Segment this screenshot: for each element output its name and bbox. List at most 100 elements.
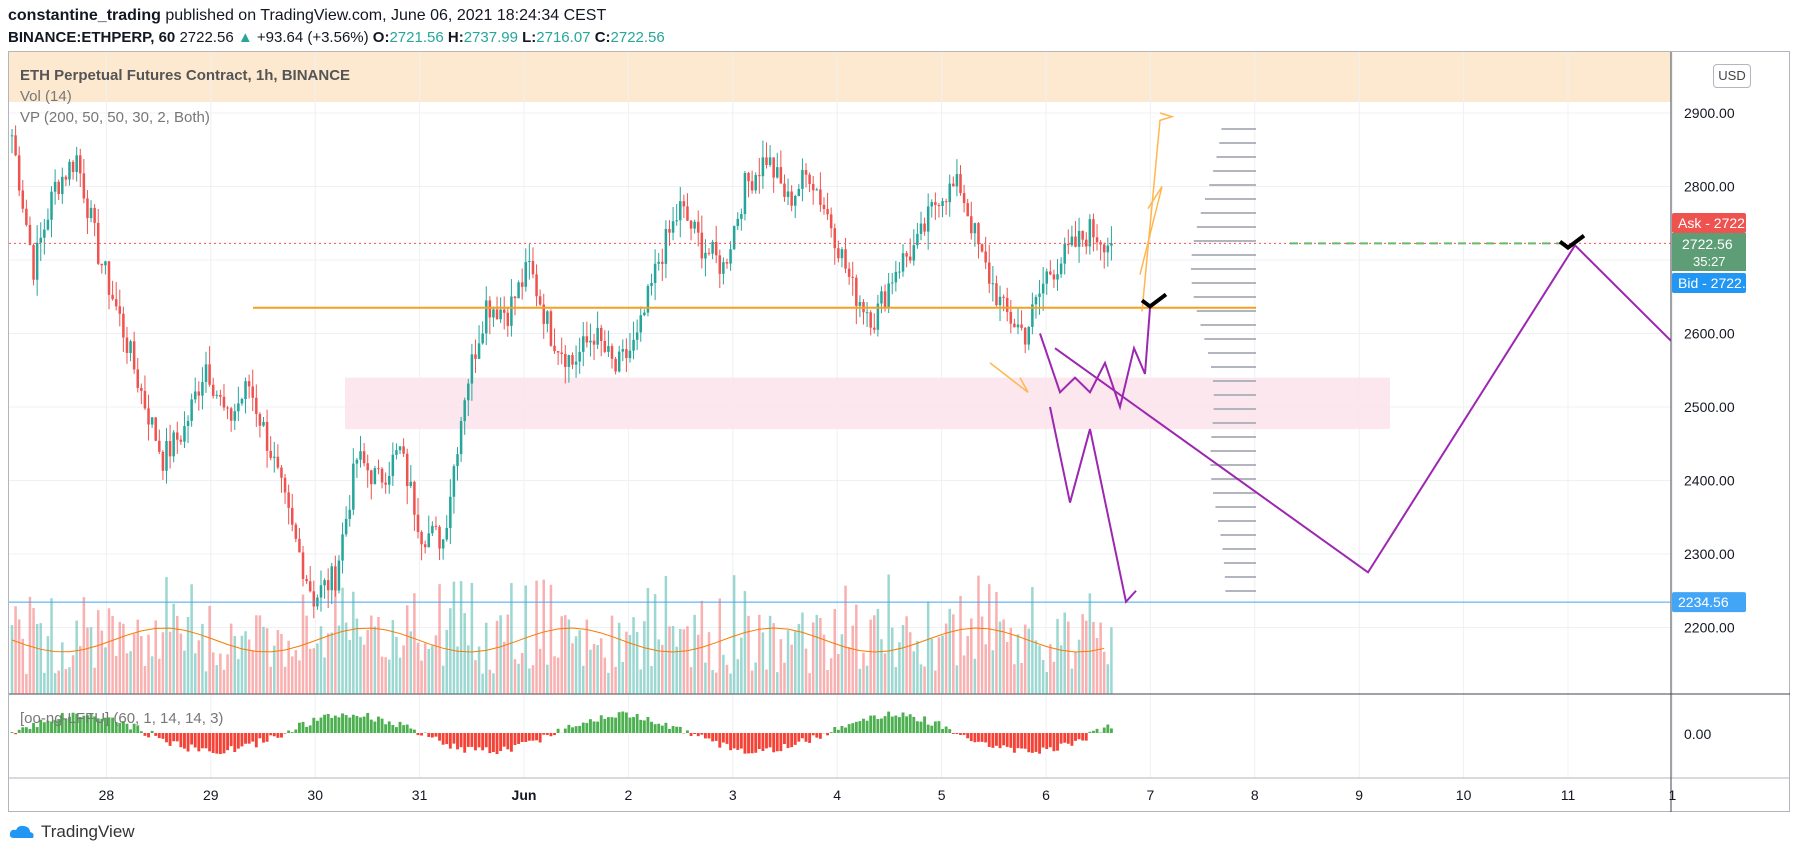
oscillator-bar [1027, 733, 1031, 753]
volume-bar [28, 596, 32, 694]
oscillator-bar [517, 733, 521, 744]
volume-bar [811, 622, 815, 694]
oscillator-bar [660, 725, 664, 733]
bearish-path[interactable] [1049, 406, 1137, 604]
volume-profile-bar [1225, 590, 1256, 592]
candle-body [840, 249, 844, 259]
time-tick-label: 8 [1251, 787, 1259, 803]
volume-bar [1110, 627, 1113, 694]
oscillator-bar [545, 733, 549, 735]
candle-body [470, 354, 474, 384]
projection-arrow-down[interactable] [989, 362, 1029, 393]
volume-bar [689, 667, 693, 694]
volume-bar [1020, 662, 1023, 694]
candle-body [244, 381, 247, 399]
oscillator-bar [247, 733, 251, 744]
oscillator-bar [294, 729, 298, 733]
volume-bar [136, 619, 140, 694]
price-tick-label: 2600.00 [1684, 326, 1735, 342]
projection-arrow-up[interactable] [1139, 186, 1163, 275]
volume-bar [35, 623, 39, 694]
oscillator-bar [754, 733, 758, 753]
candle-body [341, 534, 344, 561]
volume-bar [387, 659, 391, 694]
oscillator-bar [933, 721, 937, 733]
candle-body [258, 413, 262, 426]
volume-bar [161, 632, 165, 694]
volume-bar [1027, 628, 1031, 694]
candle-body [147, 408, 150, 425]
volume-bar [294, 650, 298, 694]
oscillator-bar [484, 733, 488, 748]
candle-body [528, 260, 531, 263]
candle-body [592, 340, 596, 345]
volume-bar [323, 657, 326, 694]
candle-body [1106, 245, 1110, 253]
volume-bar [919, 664, 923, 694]
oscillator-bar [840, 725, 844, 733]
candle-body [215, 394, 219, 396]
volume-bar [603, 657, 607, 694]
oscillator-bar [869, 715, 873, 733]
oscillator-bar [445, 733, 449, 745]
oscillator-bar [930, 725, 934, 733]
volume-bar [819, 617, 822, 694]
candle-body [596, 327, 599, 345]
oscillator-bar [951, 733, 955, 734]
consolidation-path[interactable] [1039, 307, 1151, 411]
oscillator-bar [24, 727, 28, 733]
candle-body [75, 155, 78, 173]
candle-body [334, 566, 337, 591]
oscillator-bar [1034, 733, 1038, 752]
candle-body [323, 580, 326, 586]
candle-body [582, 336, 585, 352]
volume-profile-bar [1213, 170, 1256, 172]
volume-bar [732, 575, 736, 694]
tradingview-logo[interactable]: TradingView [9, 822, 135, 842]
candle-body [82, 173, 86, 199]
volume-bar [46, 636, 50, 694]
volume-bar [247, 639, 251, 694]
candle-body [14, 135, 17, 156]
oscillator-bar [222, 733, 226, 754]
volume-bar [607, 672, 610, 694]
author[interactable]: constantine_trading [8, 7, 161, 24]
oscillator-bar [589, 719, 592, 733]
volume-bar [966, 636, 969, 694]
volume-bar [959, 595, 962, 694]
oscillator-bar [301, 721, 305, 733]
candle-body [869, 312, 872, 328]
oscillator-bar [829, 732, 833, 733]
candle-body [330, 566, 334, 591]
volume-bar [179, 633, 183, 694]
volume-bar [840, 634, 844, 694]
oscillator-bar [542, 733, 546, 735]
volume-bar [398, 657, 402, 694]
oscillator-bar [21, 727, 25, 733]
legend-title: ETH Perpetual Futures Contract, 1h, BINA… [20, 67, 351, 84]
volume-profile-bar [1216, 156, 1256, 158]
close-label: C: [594, 29, 611, 46]
volume-bar [1016, 634, 1020, 694]
oscillator-bar [179, 733, 183, 748]
candle-body [366, 463, 369, 471]
candle-body [35, 242, 39, 280]
projected-path[interactable] [1054, 243, 1672, 574]
candle-body [908, 256, 912, 261]
candle-body [833, 228, 837, 249]
oscillator-bar [980, 733, 984, 742]
volume-profile-bar [1212, 380, 1256, 382]
volume-bar [477, 646, 481, 694]
volume-bar [833, 609, 837, 694]
candle-body [201, 382, 204, 396]
projection-arrow-high[interactable] [1141, 112, 1175, 312]
supply-demand-zone[interactable] [345, 377, 1390, 430]
candle-body [603, 340, 607, 352]
candle-body [380, 468, 384, 483]
volume-bar [204, 671, 208, 694]
volume-bar [201, 623, 204, 694]
candle-body [413, 481, 416, 515]
volume-profile-bar [1211, 478, 1256, 480]
currency-button[interactable]: USD [1713, 64, 1751, 88]
